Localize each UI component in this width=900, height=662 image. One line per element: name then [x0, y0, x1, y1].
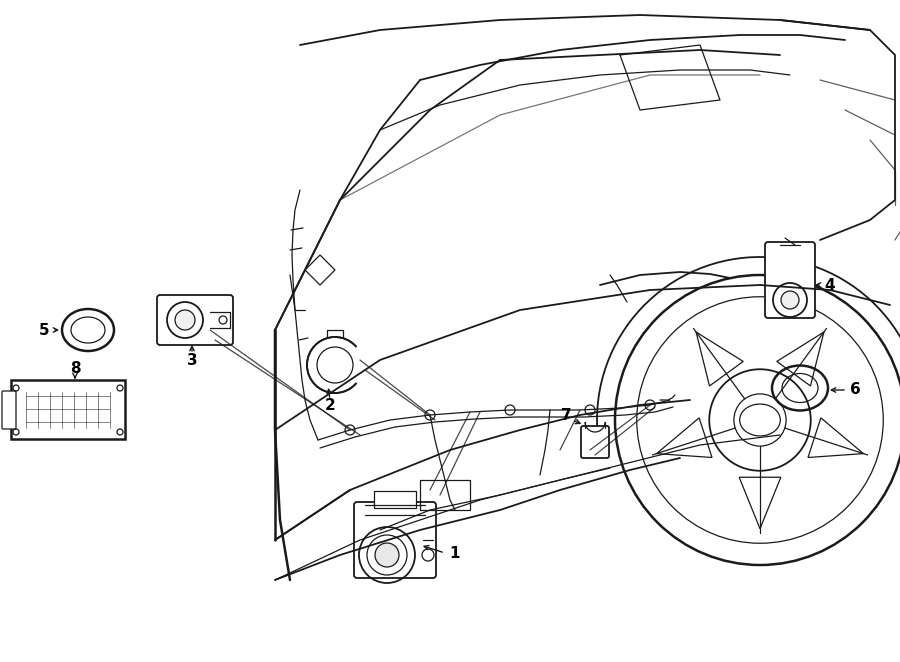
- Circle shape: [585, 405, 595, 415]
- Text: 4: 4: [824, 277, 835, 293]
- Circle shape: [781, 291, 799, 309]
- Text: 7: 7: [561, 408, 572, 422]
- Circle shape: [375, 543, 399, 567]
- Circle shape: [425, 410, 435, 420]
- Text: 2: 2: [325, 397, 336, 412]
- FancyBboxPatch shape: [2, 391, 16, 429]
- Circle shape: [345, 425, 355, 435]
- FancyBboxPatch shape: [354, 502, 436, 578]
- FancyBboxPatch shape: [765, 242, 815, 318]
- Circle shape: [734, 394, 786, 446]
- Text: 5: 5: [39, 322, 50, 338]
- FancyBboxPatch shape: [11, 380, 125, 439]
- FancyBboxPatch shape: [157, 295, 233, 345]
- Text: 6: 6: [850, 383, 860, 397]
- Circle shape: [645, 400, 655, 410]
- Text: 8: 8: [69, 361, 80, 375]
- Circle shape: [219, 316, 227, 324]
- Text: 3: 3: [186, 352, 197, 367]
- Circle shape: [505, 405, 515, 415]
- FancyBboxPatch shape: [581, 426, 609, 458]
- Text: 1: 1: [450, 545, 460, 561]
- Circle shape: [175, 310, 195, 330]
- FancyBboxPatch shape: [374, 491, 416, 508]
